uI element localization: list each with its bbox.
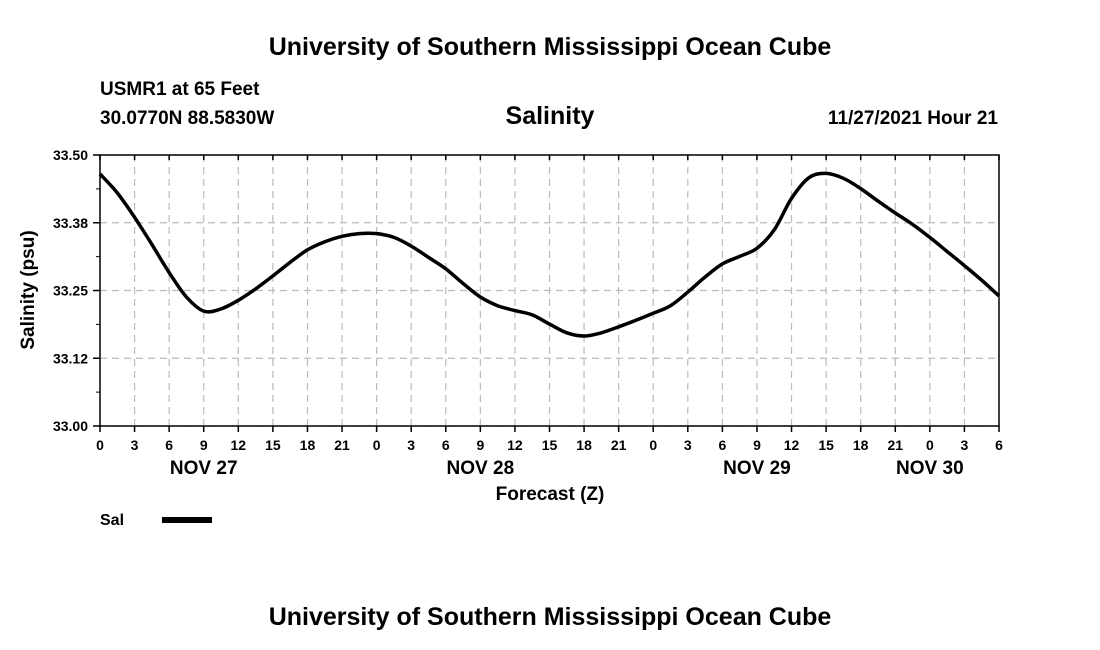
- y-tick-label: 33.00: [53, 418, 88, 434]
- date-label: NOV 28: [447, 458, 515, 479]
- x-tick-label: 6: [718, 437, 726, 453]
- y-tick-label: 33.12: [53, 350, 88, 366]
- x-tick-label: 18: [576, 437, 592, 453]
- x-tick-label: 3: [407, 437, 415, 453]
- x-tick-label: 21: [887, 437, 903, 453]
- date-label: NOV 29: [723, 458, 791, 479]
- datetime-label: 11/27/2021 Hour 21: [828, 108, 998, 129]
- x-tick-label: 3: [684, 437, 692, 453]
- x-tick-label: 9: [200, 437, 208, 453]
- x-tick-label: 9: [753, 437, 761, 453]
- data-series: [98, 171, 1001, 338]
- x-tick-label: 6: [442, 437, 450, 453]
- x-tick-label: 15: [818, 437, 834, 453]
- y-axis-label: Salinity (psu): [18, 230, 39, 349]
- x-tick-label: 18: [300, 437, 316, 453]
- x-tick-label: 0: [926, 437, 934, 453]
- legend: Sal: [100, 512, 212, 529]
- series-line-sal: [98, 171, 1001, 338]
- x-tick-label: 3: [131, 437, 139, 453]
- x-axis-date-labels: NOV 27 NOV 28 NOV 29 NOV 30: [170, 458, 964, 479]
- x-tick-label: 0: [649, 437, 657, 453]
- x-tick-label: 9: [476, 437, 484, 453]
- x-tick-label: 15: [542, 437, 558, 453]
- x-tick-label: 6: [995, 437, 1003, 453]
- x-tick-label: 21: [334, 437, 350, 453]
- y-tick-label: 33.25: [53, 283, 88, 299]
- coordinates-label: 30.0770N 88.5830W: [100, 108, 274, 129]
- x-tick-label: 3: [961, 437, 969, 453]
- x-tick-label: 15: [265, 437, 281, 453]
- x-tick-label: 18: [853, 437, 869, 453]
- x-tick-label: 6: [165, 437, 173, 453]
- x-axis-ticks: 0 3 6 9 12 15 18 21 0 3 6 9 12 15 18 21 0 3 6 9 12 15 18 21 0 3 6: [96, 155, 1003, 453]
- grid-lines: [100, 154, 999, 427]
- legend-label: Sal: [100, 512, 124, 529]
- footer-title: University of Southern Mississippi Ocean…: [269, 603, 832, 631]
- date-label: NOV 30: [896, 458, 964, 479]
- x-tick-label: 0: [373, 437, 381, 453]
- x-tick-label: 12: [507, 437, 523, 453]
- station-label: USMR1 at 65 Feet: [100, 79, 260, 100]
- x-axis-label: Forecast (Z): [496, 484, 605, 505]
- chart-header-title: University of Southern Mississippi Ocean…: [269, 33, 832, 61]
- x-tick-label: 12: [231, 437, 247, 453]
- y-axis-ticks: 33.00 33.12 33.25 33.38 33.50: [53, 147, 100, 434]
- x-tick-label: 12: [784, 437, 800, 453]
- date-label: NOV 27: [170, 458, 238, 479]
- y-tick-label: 33.50: [53, 147, 88, 163]
- chart-title: Salinity: [506, 102, 595, 130]
- y-tick-label: 33.38: [53, 215, 88, 231]
- x-tick-label: 21: [611, 437, 627, 453]
- x-tick-label: 0: [96, 437, 104, 453]
